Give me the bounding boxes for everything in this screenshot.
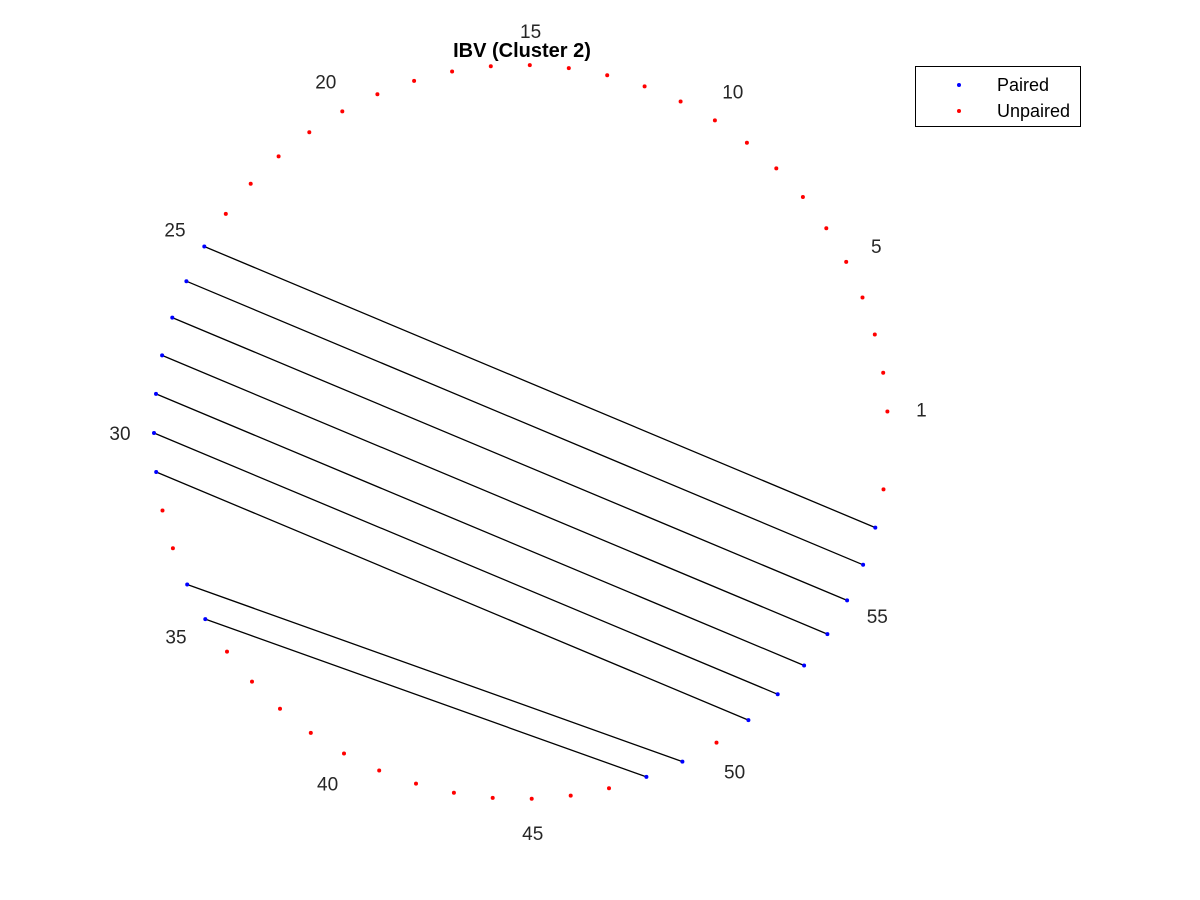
legend: Paired Unpaired <box>915 66 1081 127</box>
pair-line-29-53 <box>155 393 805 667</box>
unpaired-dot-40 <box>342 751 346 756</box>
paired-dot-54 <box>825 632 830 637</box>
paired-dot-55 <box>845 598 850 603</box>
position-dots <box>152 63 890 801</box>
unpaired-dot-33 <box>170 546 175 551</box>
position-label-15: 15 <box>520 22 541 43</box>
paired-dot-52 <box>775 692 780 697</box>
unpaired-dot-7 <box>800 195 805 199</box>
position-label-5: 5 <box>871 237 882 258</box>
unpaired-dot-12 <box>642 84 647 89</box>
pair-line-35-48 <box>205 618 647 778</box>
unpaired-dot-20 <box>340 109 345 114</box>
pair-line-25-57 <box>204 245 876 529</box>
position-label-40: 40 <box>317 774 338 795</box>
legend-label-unpaired: Unpaired <box>997 101 1070 121</box>
unpaired-dot-4 <box>860 295 865 300</box>
paired-dot-26 <box>184 279 189 284</box>
unpaired-dot-16 <box>488 64 493 69</box>
pair-line-31-51 <box>155 471 749 721</box>
chart-title: IBV (Cluster 2) <box>453 40 591 62</box>
unpaired-dot-37 <box>250 679 254 684</box>
paired-dot-28 <box>160 353 165 358</box>
unpaired-dot-2 <box>881 370 886 375</box>
paired-dot-53 <box>802 663 807 668</box>
paired-dot-29 <box>154 391 158 396</box>
position-label-55: 55 <box>867 607 888 628</box>
unpaired-dot-10 <box>712 118 717 123</box>
unpaired-dot-1 <box>885 409 890 414</box>
paired-dot-30 <box>152 431 156 435</box>
pair-line-27-55 <box>172 317 848 601</box>
position-label-25: 25 <box>164 220 185 241</box>
paired-dot-49 <box>680 759 685 764</box>
paired-dot-31 <box>154 470 159 474</box>
paired-dot-57 <box>873 525 878 530</box>
unpaired-dot-44 <box>490 795 495 800</box>
unpaired-dot-58 <box>881 487 886 492</box>
unpaired-dot-18 <box>412 78 417 83</box>
unpaired-dot-13 <box>605 73 610 78</box>
unpaired-dot-42 <box>414 781 418 786</box>
unpaired-dot-38 <box>278 706 282 711</box>
unpaired-dot-15 <box>527 63 532 68</box>
position-label-35: 35 <box>165 628 186 649</box>
unpaired-dot-50 <box>714 740 719 745</box>
unpaired-dot-39 <box>308 730 313 735</box>
unpaired-dot-3 <box>872 332 877 337</box>
pair-line-30-52 <box>153 432 778 695</box>
unpaired-dot-19 <box>375 92 380 97</box>
unpaired-dot-41 <box>377 768 382 773</box>
position-label-30: 30 <box>109 424 130 445</box>
unpaired-dot-6 <box>824 226 829 231</box>
unpaired-dot-8 <box>774 166 779 171</box>
position-label-50: 50 <box>724 762 745 783</box>
legend-box <box>915 66 1081 127</box>
unpaired-dot-21 <box>307 130 312 135</box>
legend-marker-unpaired <box>957 109 961 113</box>
unpaired-dot-5 <box>844 259 849 264</box>
unpaired-dot-36 <box>225 649 229 654</box>
paired-dot-51 <box>746 718 751 723</box>
unpaired-dot-9 <box>744 140 749 145</box>
unpaired-dot-43 <box>451 790 456 795</box>
position-label-45: 45 <box>522 824 543 845</box>
paired-dot-25 <box>202 244 207 249</box>
unpaired-dot-23 <box>248 181 253 186</box>
paired-dot-27 <box>170 315 175 320</box>
position-label-20: 20 <box>315 73 336 94</box>
unpaired-dot-24 <box>223 211 228 216</box>
unpaired-dot-47 <box>607 786 611 791</box>
legend-marker-paired <box>957 83 961 87</box>
unpaired-dot-11 <box>678 99 683 104</box>
pair-lines <box>153 245 876 778</box>
paired-dot-48 <box>644 774 649 779</box>
unpaired-dot-22 <box>276 154 281 159</box>
pair-line-26-56 <box>186 280 864 566</box>
position-label-1: 1 <box>916 401 927 422</box>
legend-label-paired: Paired <box>997 75 1049 95</box>
unpaired-dot-46 <box>568 793 573 798</box>
paired-dot-34 <box>185 582 190 587</box>
pair-line-34-49 <box>186 583 683 763</box>
position-label-10: 10 <box>722 83 743 104</box>
unpaired-dot-32 <box>160 508 165 513</box>
pair-line-28-54 <box>161 354 828 635</box>
paired-dot-56 <box>861 562 866 567</box>
unpaired-dot-45 <box>529 796 534 801</box>
unpaired-dot-17 <box>450 69 455 74</box>
unpaired-dot-14 <box>566 66 571 71</box>
paired-dot-35 <box>203 617 208 622</box>
